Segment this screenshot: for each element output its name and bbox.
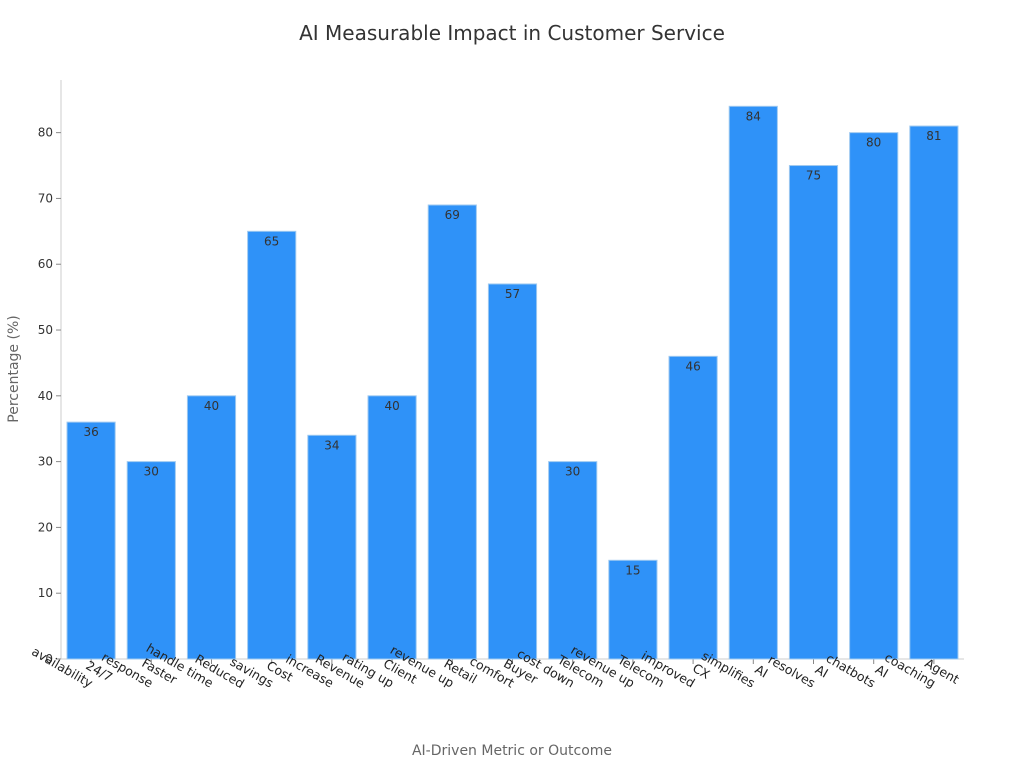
bar	[487, 283, 538, 660]
bar	[728, 105, 778, 660]
y-tick-label: 0	[45, 652, 53, 666]
bar-value-label: 80	[866, 136, 881, 150]
bar	[307, 434, 357, 660]
chart-title: AI Measurable Impact in Customer Service	[299, 21, 725, 45]
bar	[788, 165, 839, 660]
bar-value-label: 57	[505, 287, 520, 301]
bar	[849, 132, 899, 660]
bar-value-label: 46	[685, 359, 700, 373]
bar	[186, 395, 237, 660]
y-tick-label: 10	[38, 586, 53, 600]
y-tick-label: 50	[38, 323, 53, 337]
bar-value-label: 84	[746, 109, 761, 123]
bar-value-label: 81	[926, 129, 941, 143]
y-tick-label: 20	[38, 520, 53, 534]
bar-value-label: 40	[204, 399, 219, 413]
y-tick-label: 40	[38, 389, 53, 403]
x-axis-label: AI-Driven Metric or Outcome	[412, 743, 612, 759]
y-tick-label: 30	[38, 455, 53, 469]
y-tick-label: 80	[38, 126, 53, 140]
bar	[668, 355, 718, 660]
bars-group	[66, 105, 959, 660]
bar	[548, 461, 598, 660]
bar-value-label: 30	[565, 465, 580, 479]
y-tick-label: 60	[38, 257, 53, 271]
y-axis: 0 10 20 30 40 50 60 70 80	[38, 80, 62, 666]
bar-value-label: 36	[83, 425, 98, 439]
y-axis-label: Percentage (%)	[6, 315, 22, 422]
bar	[367, 395, 417, 660]
bar	[126, 461, 176, 660]
data-labels-group: 36 30 40 65 34 40 69 57 30 15 46 84 75 80 81	[83, 109, 941, 577]
bar	[427, 204, 477, 660]
bar-value-label: 75	[806, 169, 821, 183]
bar-value-label: 69	[445, 208, 460, 222]
bar	[909, 125, 959, 660]
y-tick-label: 70	[38, 191, 53, 205]
bar	[608, 559, 658, 660]
bar	[66, 421, 116, 660]
bar-value-label: 15	[625, 563, 640, 577]
bar	[247, 230, 297, 660]
bar-value-label: 30	[144, 465, 159, 479]
bar-value-label: 34	[324, 438, 339, 452]
bar-value-label: 65	[264, 234, 279, 248]
bar-value-label: 40	[384, 399, 399, 413]
